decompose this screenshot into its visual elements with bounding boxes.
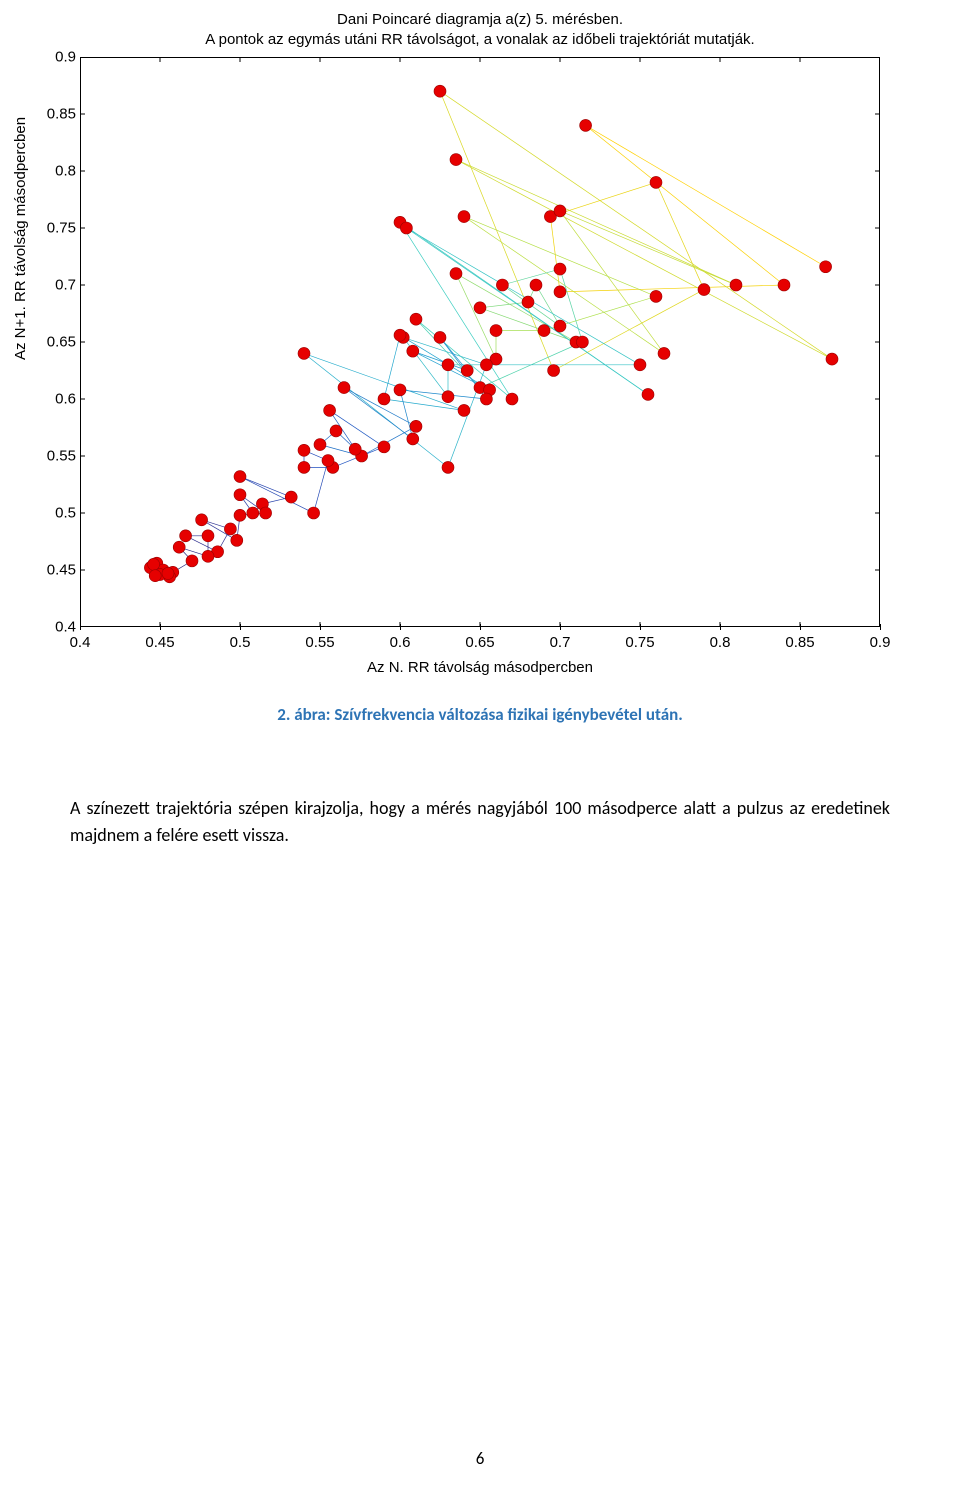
x-tick-label: 0.65 (465, 634, 494, 651)
x-tick-mark (640, 624, 641, 630)
plot-svg (80, 57, 880, 627)
y-tick-label: 0.45 (30, 561, 76, 578)
chart-title-line2: A pontok az egymás utáni RR távolságot, … (205, 31, 754, 48)
x-tick-mark (320, 624, 321, 630)
y-tick-label: 0.85 (30, 105, 76, 122)
y-tick-label: 0.9 (30, 48, 76, 65)
x-tick-label: 0.6 (390, 634, 411, 651)
plot-box: 0.40.450.50.550.60.650.70.750.80.850.90.… (80, 57, 880, 627)
x-tick-mark (800, 624, 801, 630)
chart-title: Dani Poincaré diagramja a(z) 5. mérésben… (40, 10, 920, 51)
y-tick-label: 0.55 (30, 447, 76, 464)
x-tick-label: 0.45 (145, 634, 174, 651)
y-tick-label: 0.8 (30, 162, 76, 179)
x-tick-label: 0.5 (230, 634, 251, 651)
chart-title-line1: Dani Poincaré diagramja a(z) 5. mérésben… (337, 11, 623, 28)
x-axis-label: Az N. RR távolság másodpercben (40, 659, 920, 676)
y-tick-label: 0.7 (30, 276, 76, 293)
x-tick-label: 0.75 (625, 634, 654, 651)
body-paragraph: A színezett trajektória szépen kirajzolj… (70, 795, 890, 851)
y-tick-label: 0.75 (30, 219, 76, 236)
x-tick-label: 0.55 (305, 634, 334, 651)
x-tick-label: 0.9 (870, 634, 891, 651)
page: Dani Poincaré diagramja a(z) 5. mérésben… (0, 0, 960, 1497)
x-tick-label: 0.4 (70, 634, 91, 651)
x-tick-label: 0.7 (550, 634, 571, 651)
x-tick-label: 0.85 (785, 634, 814, 651)
y-tick-label: 0.6 (30, 390, 76, 407)
x-tick-mark (160, 624, 161, 630)
poincare-chart: Dani Poincaré diagramja a(z) 5. mérésben… (0, 0, 960, 676)
x-tick-label: 0.8 (710, 634, 731, 651)
x-tick-mark (480, 624, 481, 630)
x-tick-mark (400, 624, 401, 630)
page-number: 6 (0, 1448, 960, 1469)
x-tick-mark (80, 624, 81, 630)
y-tick-label: 0.65 (30, 333, 76, 350)
y-tick-label: 0.5 (30, 504, 76, 521)
x-tick-mark (240, 624, 241, 630)
y-tick-label: 0.4 (30, 618, 76, 635)
x-tick-mark (880, 624, 881, 630)
y-axis-label: Az N+1. RR távolság másodpercben (12, 117, 29, 360)
x-tick-mark (720, 624, 721, 630)
figure-caption: 2. ábra: Szívfrekvencia változása fizika… (0, 704, 960, 725)
x-tick-mark (560, 624, 561, 630)
